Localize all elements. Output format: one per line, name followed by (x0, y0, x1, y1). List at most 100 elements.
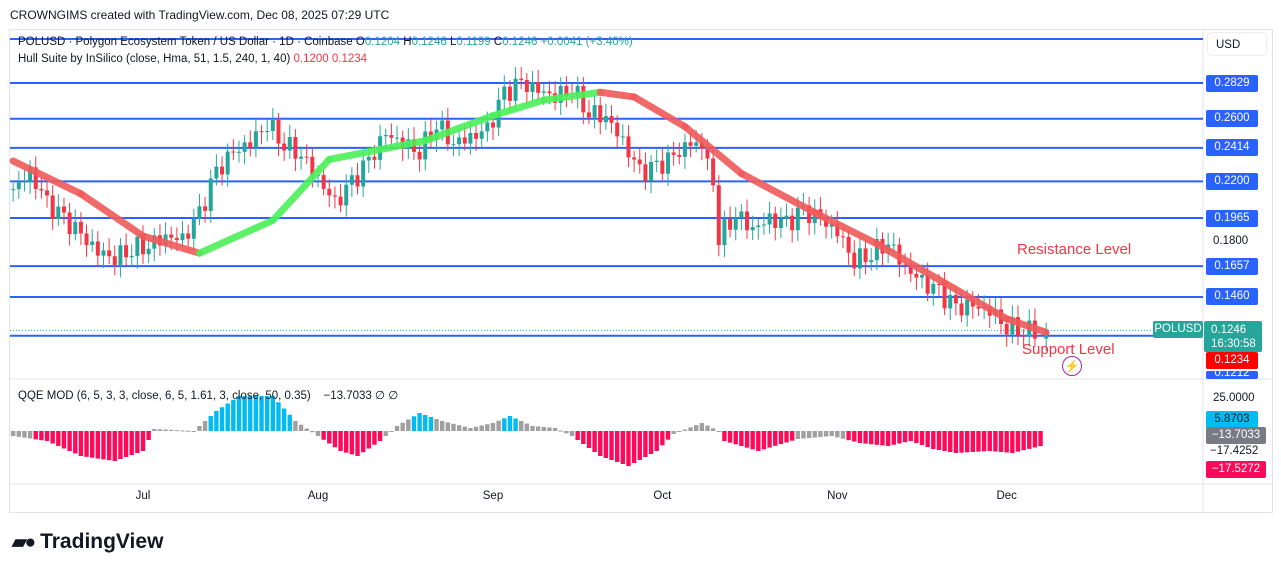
qqe-bar (897, 431, 902, 444)
time-tick: Dec (996, 490, 1017, 502)
qqe-bar (733, 431, 738, 445)
qqe-bar (598, 431, 603, 456)
candle-body (575, 85, 580, 97)
qqe-bar (89, 431, 95, 458)
candle-body (965, 299, 970, 316)
qqe-bar (327, 431, 332, 444)
candle-body (891, 244, 896, 246)
qqe-bar (321, 431, 326, 440)
candle-body (959, 303, 964, 316)
qqe-bar (547, 427, 552, 431)
time-tick: Aug (307, 490, 329, 502)
candle-body (124, 245, 129, 258)
candle-body (615, 122, 620, 137)
candle-body (671, 152, 676, 155)
candle-body (90, 241, 95, 246)
qqe-bar (643, 431, 648, 457)
candle-body (694, 142, 699, 146)
candle-body (824, 218, 829, 227)
level-price-label: 0.1460 (1206, 288, 1258, 306)
candle-body (22, 181, 27, 183)
candle-body (33, 167, 38, 190)
candle-body (632, 157, 637, 160)
candle-body (761, 224, 766, 226)
hull-segment (139, 232, 203, 257)
qqe-bar (485, 424, 490, 431)
candle-body (490, 122, 495, 128)
candle-body (474, 133, 479, 139)
currency-button[interactable]: USD (1207, 32, 1267, 56)
qqe-bar (852, 431, 857, 442)
qqe-bar (180, 430, 185, 432)
candle-body (112, 256, 117, 265)
qqe-bar (349, 431, 355, 455)
candle-body (361, 160, 366, 187)
qqe-bar (417, 413, 422, 431)
qqe-bar (784, 431, 789, 443)
candle-body (626, 136, 631, 158)
qqe-bar (569, 431, 575, 436)
candle-body (784, 215, 789, 219)
candle-body (485, 122, 490, 132)
qqe-bar (936, 431, 942, 450)
candle-body (620, 136, 625, 138)
qqe-bar (129, 431, 134, 455)
candle-body (739, 211, 744, 218)
qqe-bar (880, 431, 885, 446)
qqe-bar (773, 431, 778, 446)
open-value: 0.1204 (364, 36, 401, 48)
qqe-bar (106, 431, 112, 461)
qqe-bar (56, 431, 61, 446)
time-tick: Sep (482, 490, 504, 502)
qqe-bar (524, 423, 530, 431)
qqe-bar (694, 425, 699, 431)
qqe-tick: −17.4252 (1210, 445, 1259, 457)
high-label: H (403, 36, 412, 48)
qqe-bar (411, 416, 417, 431)
qqe-bar (434, 419, 439, 431)
qqe-value: −13.7033 (323, 390, 372, 402)
qqe-bar (135, 431, 140, 453)
candle-body (1010, 317, 1015, 335)
hull-segment (269, 155, 333, 224)
qqe-bar (78, 431, 84, 456)
qqe-bar (970, 431, 976, 452)
qqe-bar (264, 396, 270, 431)
hull-legend[interactable]: Hull Suite by InSilico (close, Hma, 51, … (18, 53, 367, 65)
candle-body (852, 252, 857, 269)
qqe-bar (73, 431, 78, 454)
qqe-bar (575, 431, 580, 440)
qqe-bar (1032, 431, 1038, 448)
qqe-bar (914, 431, 919, 443)
qqe-bar (609, 431, 614, 460)
candle-body (203, 206, 208, 211)
qqe-bar (806, 431, 812, 438)
candle-body (767, 213, 772, 225)
low-value: 0.1199 (456, 36, 491, 48)
qqe-bar (338, 431, 343, 451)
candle-body (141, 236, 145, 255)
candle-body (479, 131, 484, 139)
candle-body (711, 158, 716, 186)
qqe-bar (152, 429, 157, 431)
lightning-icon[interactable]: ⚡ (1062, 356, 1082, 376)
candle-body (214, 166, 219, 179)
candle-body (56, 206, 61, 219)
qqe-bar (671, 431, 676, 434)
qqe-bar (998, 431, 1004, 452)
candle-body (220, 166, 225, 175)
qqe-bar (456, 425, 462, 431)
candle-body (863, 248, 868, 263)
time-tick: Oct (653, 490, 672, 502)
qqe-bar (699, 423, 705, 431)
qqe-bar (44, 431, 50, 441)
qqe-bar (1004, 431, 1009, 453)
tradingview-logo[interactable]: ▰● TradingView (12, 530, 163, 554)
qqe-legend[interactable]: QQE MOD (6, 5, 3, 3, close, 6, 5, 1.61, … (18, 388, 398, 402)
qqe-bar (891, 431, 896, 445)
candle-body (840, 236, 845, 238)
qqe-bar (829, 431, 834, 436)
tv-logo-icon: ▰● (12, 531, 36, 553)
candle-body (643, 164, 648, 181)
